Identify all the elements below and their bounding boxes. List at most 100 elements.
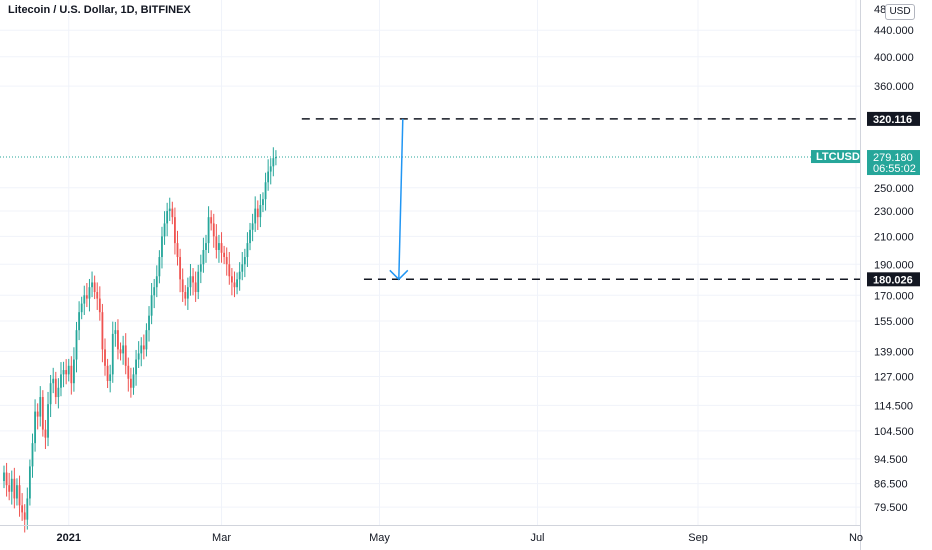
candle-body	[28, 466, 31, 499]
candle-body	[49, 383, 52, 405]
candle-body	[254, 208, 257, 224]
candle-body	[5, 472, 8, 486]
candle-body	[60, 374, 62, 388]
candle-body	[111, 333, 114, 375]
candle-body	[269, 166, 272, 172]
candle-body	[233, 282, 236, 288]
candle-body	[3, 472, 5, 482]
candle-body	[189, 276, 192, 288]
candle-body	[176, 243, 179, 258]
candle-body	[88, 287, 91, 299]
candle-body	[241, 264, 244, 272]
currency-badge[interactable]: USD	[885, 4, 915, 20]
candle-body	[275, 157, 277, 159]
candle-body	[78, 312, 81, 331]
candle-body	[34, 411, 36, 444]
price-tick-label: 190.000	[874, 259, 914, 271]
price-tick-label: 250.000	[874, 183, 914, 195]
candles	[3, 147, 277, 533]
candle-body	[54, 378, 57, 398]
candle-body	[230, 276, 233, 283]
candle-body	[181, 279, 184, 293]
level-price-tag	[867, 111, 920, 126]
candle-body	[264, 182, 267, 200]
candle-body	[148, 315, 150, 331]
candle-body	[80, 303, 83, 313]
candle-body	[104, 349, 106, 366]
candle-body	[127, 365, 130, 379]
candle-body	[251, 223, 254, 230]
candle-body	[153, 287, 156, 296]
date-tick-label: Mar	[212, 532, 231, 544]
candle-body	[124, 345, 127, 366]
current-price-label: 279.180	[873, 152, 913, 164]
candle-body	[117, 330, 119, 350]
price-tick-label: 48	[874, 4, 886, 16]
candle-body	[47, 404, 49, 438]
candle-body	[223, 252, 226, 258]
arrow-head	[389, 269, 409, 281]
level-price-tag-label: 180.026	[873, 274, 913, 286]
candle-body	[98, 298, 101, 313]
price-axis[interactable]: 440.000 400.000 360.000 250.000 230.000 210.0…	[874, 4, 914, 514]
price-tick-label: 400.000	[874, 52, 914, 64]
candle-body	[166, 211, 169, 224]
annotations	[301, 118, 860, 281]
candle-body	[168, 208, 171, 212]
candle-body	[207, 217, 210, 244]
date-tick-label: May	[369, 532, 390, 544]
candle-body	[36, 411, 39, 417]
candle-body	[179, 257, 182, 280]
candle-body	[132, 374, 135, 388]
level-price-tag	[867, 272, 920, 287]
price-tick-label: 114.500	[874, 400, 913, 412]
candle-body	[65, 370, 68, 375]
candle-body	[57, 387, 60, 398]
candle-body	[39, 397, 42, 417]
candle-body	[96, 292, 99, 299]
candle-body	[210, 217, 213, 224]
candle-body	[16, 485, 18, 499]
time-axis[interactable]: 2021 Mar May Jul Sep No	[56, 532, 863, 544]
candle-body	[267, 171, 270, 183]
candle-body	[163, 223, 166, 237]
candle-body	[114, 330, 117, 334]
candle-body	[174, 217, 176, 244]
candle-body	[83, 295, 86, 304]
candle-body	[13, 478, 16, 499]
date-tick-label: No	[849, 532, 863, 544]
candle-body	[137, 353, 140, 360]
candle-body	[145, 330, 148, 350]
grid-lines	[0, 0, 860, 525]
candle-body	[75, 330, 78, 360]
date-tick-label: 2021	[56, 532, 80, 544]
price-tick-label: 155.000	[874, 316, 914, 328]
current-price-tag	[867, 150, 920, 176]
candle-body	[109, 374, 112, 381]
price-tick-label: 230.000	[874, 206, 914, 218]
price-tick-label: 210.000	[874, 231, 914, 243]
candle-body	[155, 276, 158, 288]
price-tick-label: 440.000	[874, 25, 914, 37]
candle-body	[106, 365, 109, 381]
candle-body	[272, 158, 275, 167]
date-tick-label: Sep	[688, 532, 708, 544]
symbol-tag-label: LTCUSD	[816, 151, 860, 163]
candle-body	[91, 282, 93, 288]
candle-body	[186, 287, 189, 299]
candle-body	[249, 229, 251, 244]
candle-body	[70, 365, 73, 384]
candle-body	[256, 208, 259, 218]
price-tick-label: 104.500	[874, 426, 914, 438]
candle-body	[150, 295, 153, 316]
candle-body	[10, 478, 13, 492]
candle-body	[225, 257, 228, 265]
candle-body	[41, 397, 44, 430]
candle-body	[122, 345, 125, 354]
candle-body	[93, 282, 96, 293]
candle-body	[171, 208, 174, 218]
candle-body	[262, 199, 264, 206]
candle-body	[62, 370, 65, 375]
